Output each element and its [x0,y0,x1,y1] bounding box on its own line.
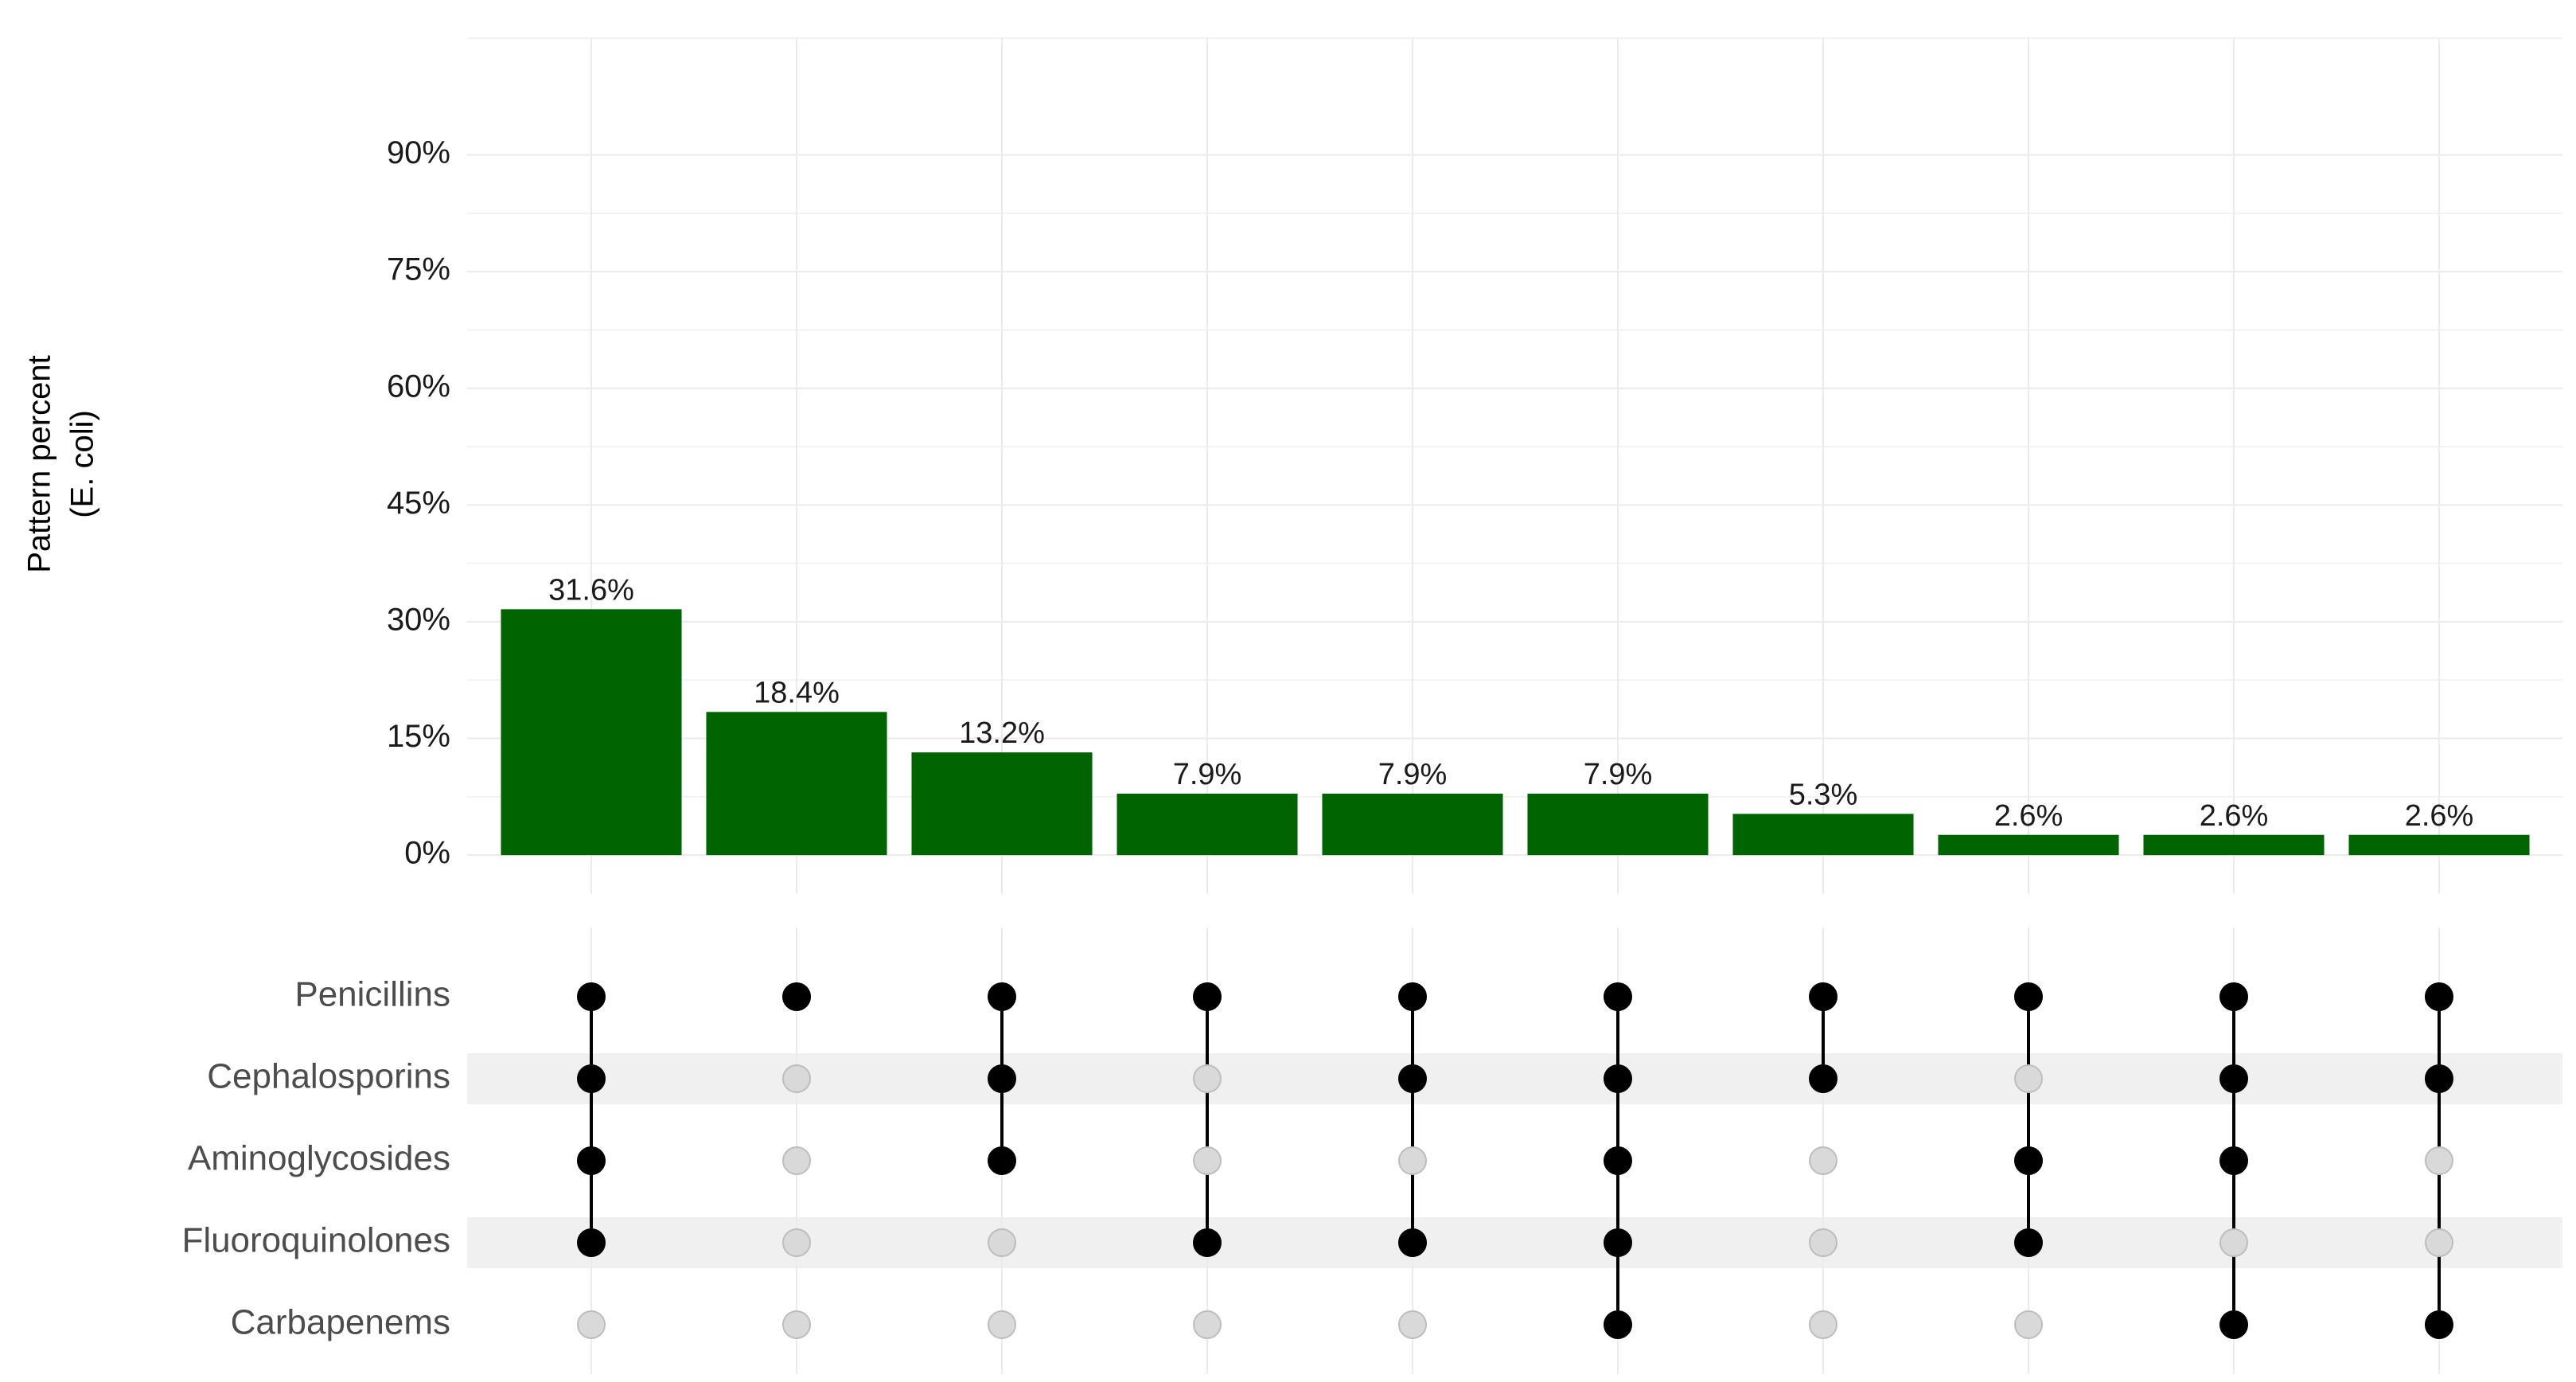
y-tick-label: 15% [387,719,450,754]
dot-member [1193,982,1222,1011]
dot-member [2014,1146,2043,1175]
dot-member [1193,1228,1222,1257]
dot-empty [2014,1310,2043,1339]
dot-member [2425,1064,2453,1093]
value-label: 7.9% [1584,758,1653,791]
set-label: Fluoroquinolones [181,1221,450,1260]
bar [1117,793,1298,856]
dot-empty [1809,1228,1837,1257]
dot-empty [1193,1146,1222,1175]
dot-empty [2014,1064,2043,1093]
bar [1322,793,1503,856]
dot-empty [782,1228,811,1257]
dot-member [577,1228,606,1257]
value-label: 2.6% [2200,799,2269,833]
set-label: Cephalosporins [207,1057,450,1096]
dot-empty [577,1310,606,1339]
bar [911,752,1093,856]
dot-member [988,982,1016,1011]
value-label: 18.4% [754,676,840,709]
bar [2143,834,2325,856]
dot-empty [782,1064,811,1093]
dot-member [1604,1064,1632,1093]
set-label: Penicillins [294,975,450,1014]
bar [706,712,887,856]
value-label: 5.3% [1789,778,1858,811]
dot-empty [1809,1310,1837,1339]
bar [1732,814,1914,856]
dot-member [577,1146,606,1175]
row-shade [467,1217,2562,1268]
dot-empty [1809,1146,1837,1175]
dot-member [2425,982,2453,1011]
dot-member [2014,982,2043,1011]
dot-member [2014,1228,2043,1257]
dot-member [1809,1064,1837,1093]
y-tick-label: 45% [387,486,450,521]
y-tick-label: 60% [387,369,450,404]
value-label: 2.6% [1994,799,2064,833]
dot-member [2425,1310,2453,1339]
dot-member [1604,1228,1632,1257]
y-tick-label: 30% [387,603,450,638]
dot-member [577,1064,606,1093]
y-axis-label: (E. coli) [65,410,100,518]
value-label: 2.6% [2405,799,2474,833]
dot-empty [782,1310,811,1339]
value-label: 7.9% [1378,758,1448,791]
dot-empty [782,1146,811,1175]
value-label: 7.9% [1173,758,1242,791]
bar [1527,793,1709,856]
dot-empty [1398,1310,1427,1339]
dot-member [577,982,606,1011]
bar [2348,834,2530,856]
dot-empty [1398,1146,1427,1175]
y-tick-label: 0% [404,836,450,871]
dot-member [1604,1146,1632,1175]
set-label: Aminoglycosides [188,1139,450,1178]
dot-member [988,1146,1016,1175]
bar [1938,834,2119,856]
dot-empty [2219,1228,2248,1257]
dot-empty [1193,1310,1222,1339]
y-tick-label: 75% [387,252,450,287]
value-label: 31.6% [548,573,634,607]
dot-member [2219,1310,2248,1339]
bar [501,609,682,856]
dot-empty [988,1310,1016,1339]
y-axis-label: Pattern percent [22,355,57,573]
dot-member [2219,1064,2248,1093]
dot-empty [2425,1146,2453,1175]
dot-member [1809,982,1837,1011]
dot-member [782,982,811,1011]
y-tick-label: 90% [387,135,450,170]
dot-empty [988,1228,1016,1257]
dot-member [2219,1146,2248,1175]
dot-empty [2425,1228,2453,1257]
value-label: 13.2% [959,716,1045,750]
dot-member [988,1064,1016,1093]
dot-empty [1193,1064,1222,1093]
row-shade [467,1053,2562,1104]
dot-member [1604,982,1632,1011]
dot-member [1398,1064,1427,1093]
set-label: Carbapenems [231,1303,450,1342]
dot-member [1604,1310,1632,1339]
dot-member [2219,982,2248,1011]
dot-member [1398,982,1427,1011]
dot-member [1398,1228,1427,1257]
